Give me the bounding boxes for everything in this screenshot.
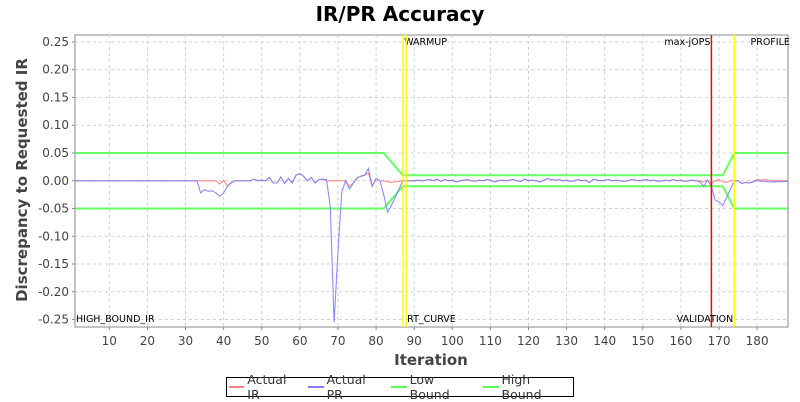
marker-label: RT_CURVE: [407, 314, 456, 325]
x-tick-label: 90: [407, 334, 422, 348]
y-tick-label: 0.10: [42, 118, 69, 132]
y-tick-label: 0.25: [42, 35, 69, 49]
x-tick-label: 100: [441, 334, 464, 348]
x-tick-label: 170: [708, 334, 731, 348]
x-tick-label: 10: [102, 334, 117, 348]
x-axis-label: Iteration: [394, 351, 468, 369]
x-tick-label: 160: [669, 334, 692, 348]
y-tick-label: -0.25: [38, 313, 69, 327]
legend-item: Low Bound: [391, 372, 475, 402]
y-tick-label: 0.20: [42, 63, 69, 77]
legend-label: Actual PR: [326, 372, 366, 402]
x-tick-label: 50: [254, 334, 269, 348]
y-tick-label: -0.05: [38, 202, 69, 216]
marker-label: HIGH_BOUND_IR: [76, 314, 155, 325]
chart-title: IR/PR Accuracy: [315, 2, 485, 26]
y-tick-label: -0.10: [38, 229, 69, 243]
x-tick-label: 20: [140, 334, 155, 348]
legend-swatch: [308, 386, 324, 388]
marker-label: VALIDATION: [677, 314, 734, 325]
x-tick-label: 30: [178, 334, 193, 348]
low-bound-series-line: [75, 185, 788, 210]
legend-item: High Bound: [483, 372, 571, 402]
y-tick-label: 0.00: [42, 174, 69, 188]
legend-swatch: [483, 386, 499, 388]
legend-swatch: [391, 386, 407, 388]
high-bound-series-line: [75, 152, 788, 177]
y-axis-label: Discrepancy to Requested IR: [13, 58, 31, 302]
legend-item: Actual IR: [229, 372, 300, 402]
actual-pr-series-line: [75, 166, 788, 323]
legend-swatch: [229, 386, 245, 388]
legend-item: Actual PR: [308, 372, 383, 402]
x-tick-label: 80: [368, 334, 383, 348]
y-tick-label: 0.05: [42, 146, 69, 160]
marker-label: max-jOPS: [664, 37, 710, 48]
y-tick-label: -0.20: [38, 285, 69, 299]
y-tick-label: 0.15: [42, 90, 69, 104]
marker-label: PROFILE: [751, 37, 790, 48]
x-tick-label: 60: [292, 334, 307, 348]
x-tick-label: 180: [746, 334, 769, 348]
marker-label: WARMUP: [404, 37, 447, 48]
x-tick-label: 70: [330, 334, 345, 348]
legend-label: Low Bound: [409, 372, 450, 402]
x-tick-label: 140: [593, 334, 616, 348]
legend-label: Actual IR: [247, 372, 287, 402]
x-tick-label: 120: [517, 334, 540, 348]
x-tick-label: 130: [555, 334, 578, 348]
x-tick-label: 150: [631, 334, 654, 348]
x-tick-label: 40: [216, 334, 231, 348]
legend-label: High Bound: [501, 372, 542, 402]
x-tick-label: 110: [479, 334, 502, 348]
legend: Actual IR Actual PR Low Bound High Bound: [226, 372, 574, 402]
y-tick-label: -0.15: [38, 257, 69, 271]
